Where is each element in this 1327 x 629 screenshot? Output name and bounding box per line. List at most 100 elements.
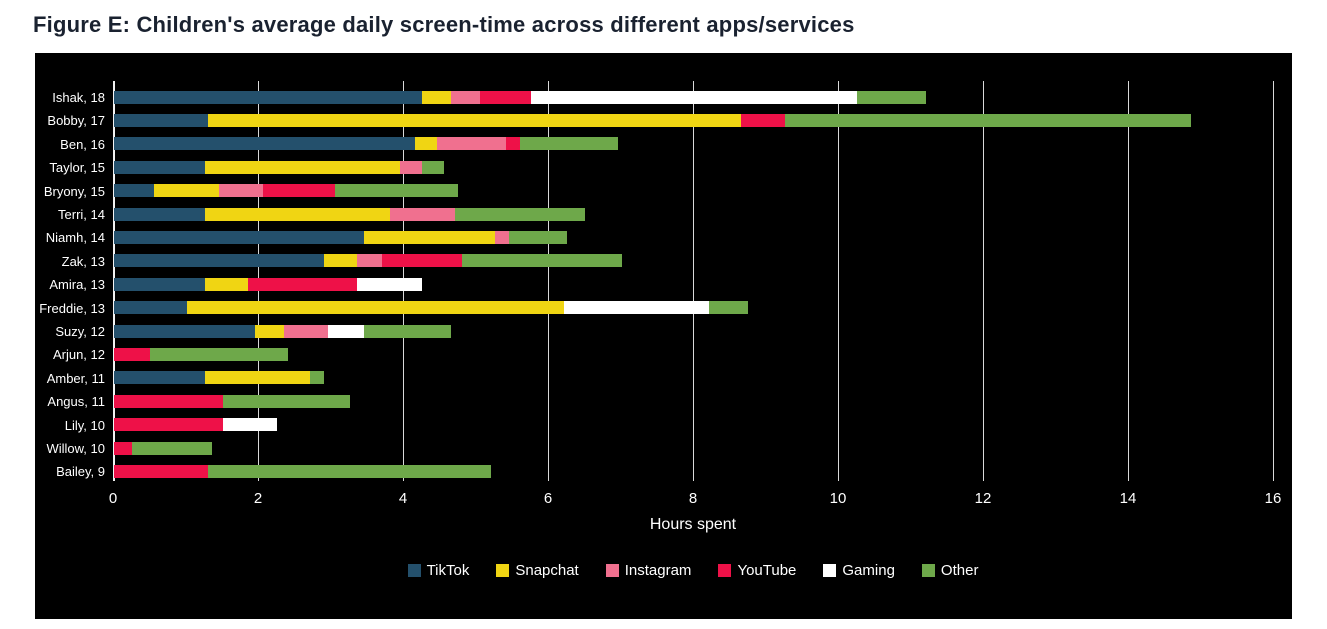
bar-segment-tiktok[interactable]	[114, 254, 325, 268]
legend-item-gaming[interactable]: Gaming	[823, 562, 895, 579]
bar-row-lily-10[interactable]	[114, 418, 278, 432]
legend-label-gaming: Gaming	[842, 562, 895, 579]
bar-segment-snapchat[interactable]	[204, 277, 249, 291]
bar-segment-youtube[interactable]	[480, 90, 531, 104]
bar-segment-snapchat[interactable]	[422, 90, 452, 104]
bar-row-taylor-15[interactable]	[114, 160, 444, 174]
bar-segment-tiktok[interactable]	[114, 230, 365, 244]
bar-segment-tiktok[interactable]	[114, 324, 256, 338]
bar-segment-other[interactable]	[132, 441, 212, 455]
bar-segment-snapchat[interactable]	[204, 371, 310, 385]
bar-segment-tiktok[interactable]	[114, 277, 205, 291]
bar-row-willow-10[interactable]	[114, 441, 212, 455]
bar-segment-instagram[interactable]	[219, 184, 263, 198]
bar-segment-other[interactable]	[784, 113, 1191, 127]
bar-segment-youtube[interactable]	[114, 347, 151, 361]
bar-segment-snapchat[interactable]	[364, 230, 495, 244]
bar-segment-snapchat[interactable]	[204, 160, 401, 174]
bar-segment-snapchat[interactable]	[186, 301, 564, 315]
bar-segment-gaming[interactable]	[563, 301, 709, 315]
bar-segment-snapchat[interactable]	[208, 113, 742, 127]
row-label-arjun-12: Arjun, 12	[52, 347, 105, 363]
bar-row-bailey-9[interactable]	[114, 464, 491, 478]
x-tick-4: 4	[398, 490, 408, 507]
bar-row-amber-11[interactable]	[114, 371, 325, 385]
gridline-6	[548, 81, 549, 481]
bar-row-bryony-15[interactable]	[114, 184, 459, 198]
bar-segment-youtube[interactable]	[248, 277, 357, 291]
bar-segment-snapchat[interactable]	[204, 207, 390, 221]
bar-segment-snapchat[interactable]	[324, 254, 357, 268]
bar-segment-youtube[interactable]	[741, 113, 785, 127]
bar-segment-instagram[interactable]	[451, 90, 481, 104]
bar-segment-youtube[interactable]	[114, 418, 223, 432]
legend-swatch-other-icon	[921, 564, 935, 577]
bar-segment-other[interactable]	[520, 137, 618, 151]
bar-segment-other[interactable]	[222, 394, 350, 408]
bar-segment-other[interactable]	[208, 464, 491, 478]
bar-row-zak-13[interactable]	[114, 254, 622, 268]
legend-item-tiktok[interactable]: TikTok	[407, 562, 469, 579]
bar-segment-other[interactable]	[454, 207, 586, 221]
bar-segment-other[interactable]	[509, 230, 568, 244]
bar-segment-other[interactable]	[335, 184, 459, 198]
bar-segment-instagram[interactable]	[400, 160, 423, 174]
plot-area: Ishak, 18 Bobby, 17 Ben, 16 Taylor, 15 Bryon…	[35, 53, 1292, 619]
bar-segment-tiktok[interactable]	[114, 301, 187, 315]
bar-row-suzy-12[interactable]	[114, 324, 452, 338]
bar-row-niamh-14[interactable]	[114, 230, 568, 244]
row-label-lily-10: Lily, 10	[64, 417, 105, 433]
bar-segment-other[interactable]	[309, 371, 325, 385]
bar-row-arjun-12[interactable]	[114, 347, 288, 361]
bar-segment-gaming[interactable]	[327, 324, 365, 338]
bar-row-terri-14[interactable]	[114, 207, 586, 221]
bar-row-bobby-17[interactable]	[114, 113, 1191, 127]
bar-row-freddie-13[interactable]	[114, 301, 749, 315]
bar-segment-tiktok[interactable]	[114, 207, 205, 221]
bar-segment-gaming[interactable]	[356, 277, 423, 291]
legend-swatch-snapchat-icon	[496, 564, 510, 577]
bar-segment-instagram[interactable]	[494, 230, 510, 244]
row-label-terri-14: Terri, 14	[58, 207, 105, 222]
bar-segment-gaming[interactable]	[530, 90, 858, 104]
bar-segment-snapchat[interactable]	[414, 137, 437, 151]
bar-segment-other[interactable]	[857, 90, 926, 104]
bar-segment-instagram[interactable]	[284, 324, 328, 338]
bar-segment-snapchat[interactable]	[255, 324, 285, 338]
bar-segment-youtube[interactable]	[505, 137, 520, 151]
bar-segment-tiktok[interactable]	[114, 90, 423, 104]
legend-swatch-gaming-icon	[823, 564, 837, 577]
bar-segment-tiktok[interactable]	[114, 113, 209, 127]
bar-segment-other[interactable]	[364, 324, 452, 338]
bar-segment-tiktok[interactable]	[114, 160, 205, 174]
bar-segment-other[interactable]	[708, 301, 749, 315]
bar-segment-instagram[interactable]	[356, 254, 383, 268]
bar-segment-youtube[interactable]	[114, 394, 223, 408]
bar-row-amira-13[interactable]	[114, 277, 423, 291]
bar-segment-instagram[interactable]	[436, 137, 506, 151]
bar-segment-other[interactable]	[422, 160, 444, 174]
bar-segment-youtube[interactable]	[382, 254, 462, 268]
row-label-taylor-15: Taylor, 15	[49, 160, 105, 176]
legend: TikTok Snapchat Instagram YouTube Gaming Othe…	[113, 562, 1273, 579]
bar-row-ben-16[interactable]	[114, 137, 618, 151]
legend-item-youtube[interactable]: YouTube	[718, 562, 796, 579]
gridline-16	[1273, 81, 1274, 481]
bar-segment-youtube[interactable]	[262, 184, 336, 198]
legend-item-snapchat[interactable]: Snapchat	[496, 562, 579, 579]
bar-segment-other[interactable]	[150, 347, 288, 361]
bar-segment-youtube[interactable]	[114, 464, 209, 478]
bar-segment-gaming[interactable]	[222, 418, 278, 432]
row-label-zak-13: Zak, 13	[61, 253, 105, 269]
bar-segment-tiktok[interactable]	[114, 371, 205, 385]
bar-segment-tiktok[interactable]	[114, 184, 154, 198]
bar-segment-tiktok[interactable]	[114, 137, 415, 151]
bar-segment-youtube[interactable]	[114, 441, 133, 455]
legend-item-instagram[interactable]: Instagram	[605, 562, 691, 579]
bar-segment-other[interactable]	[462, 254, 622, 268]
bar-segment-snapchat[interactable]	[153, 184, 220, 198]
legend-item-other[interactable]: Other	[921, 562, 978, 579]
bar-row-angus-11[interactable]	[114, 394, 350, 408]
bar-segment-instagram[interactable]	[389, 207, 455, 221]
bar-row-ishak-18[interactable]	[114, 90, 926, 104]
